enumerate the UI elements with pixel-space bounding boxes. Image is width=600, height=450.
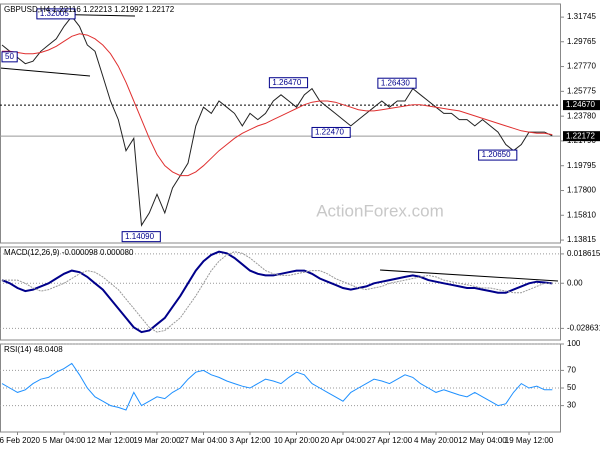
y-tick-label: 100 bbox=[567, 339, 581, 348]
x-tick-label: 19 Mar 20:00 bbox=[133, 436, 181, 445]
annotation-box bbox=[377, 77, 417, 89]
panel-title: MACD(12,26,9) -0.000098 0.000080 bbox=[4, 248, 134, 257]
trendline bbox=[0, 67, 91, 77]
x-tick-label: 10 Apr 20:00 bbox=[274, 436, 320, 445]
series-line bbox=[2, 33, 553, 177]
y-tick-label: 1.15810 bbox=[567, 210, 596, 219]
x-tick-label: 4 May 20:00 bbox=[414, 436, 459, 445]
x-tick-label: 26 Feb 2020 bbox=[0, 436, 41, 445]
annotation-box bbox=[311, 126, 351, 138]
panel-title: GBPUSD,H4 1.22116 1.22213 1.21992 1.2217… bbox=[4, 5, 175, 14]
y-tick-label: 1.29765 bbox=[567, 37, 596, 46]
x-tick-label: 12 May 04:00 bbox=[458, 436, 507, 445]
y-tick-label: 1.23780 bbox=[567, 111, 596, 120]
panel-title: RSI(14) 48.0408 bbox=[4, 345, 63, 354]
y-tick-label: 70 bbox=[567, 366, 576, 375]
panel-frame bbox=[0, 3, 561, 244]
annotation-label: 1.26470 bbox=[272, 78, 301, 87]
trendline bbox=[379, 269, 559, 282]
annotation-label: 1.20650 bbox=[482, 150, 511, 159]
annotation-label: 1.32005 bbox=[40, 9, 69, 18]
y-tick-label: 1.19795 bbox=[567, 161, 596, 170]
x-tick-label: 27 Apr 12:00 bbox=[367, 436, 413, 445]
annotation-box bbox=[478, 149, 518, 161]
y-tick-label: 1.27770 bbox=[567, 62, 596, 71]
annotation-label: 1.22470 bbox=[315, 128, 344, 137]
y-tick-label: 0.00 bbox=[567, 278, 583, 287]
annotation-label: 1.26430 bbox=[381, 78, 410, 87]
x-tick-label: 19 May 12:00 bbox=[505, 436, 554, 445]
y-tick-label: 1.17800 bbox=[567, 186, 596, 195]
annotation-label: 50 bbox=[5, 52, 14, 61]
series-line bbox=[2, 251, 553, 333]
y-tick-label: 1.25775 bbox=[567, 86, 596, 95]
series-line bbox=[1, 15, 553, 227]
y-tick-label: -0.028631 bbox=[567, 323, 600, 332]
x-tick-label: 3 Apr 12:00 bbox=[230, 436, 271, 445]
series-line bbox=[1, 362, 553, 411]
y-tick-label: 30 bbox=[567, 401, 576, 410]
x-tick-label: 20 Apr 04:00 bbox=[320, 436, 366, 445]
x-tick-label: 12 Mar 12:00 bbox=[87, 436, 135, 445]
panel-frame bbox=[0, 246, 561, 341]
annotation-box bbox=[36, 8, 76, 20]
annotation-box bbox=[1, 51, 18, 63]
x-tick-label: 5 Mar 04:00 bbox=[43, 436, 86, 445]
annotation-box bbox=[268, 77, 309, 89]
level-label: 1.24670 bbox=[566, 100, 595, 109]
level-label-box bbox=[563, 131, 600, 142]
y-tick-label: 0.018615 bbox=[567, 249, 600, 258]
y-tick-label: 50 bbox=[567, 383, 576, 392]
x-tick-label: 27 Mar 04:00 bbox=[180, 436, 228, 445]
level-label: 1.22172 bbox=[566, 131, 595, 140]
watermark: ActionForex.com bbox=[316, 201, 444, 220]
annotation-box bbox=[121, 231, 161, 243]
level-label-box bbox=[563, 100, 600, 111]
annotation-label: 1.14090 bbox=[125, 232, 154, 241]
y-tick-label: 1.13815 bbox=[567, 235, 596, 244]
y-tick-label: 1.31745 bbox=[567, 12, 596, 21]
